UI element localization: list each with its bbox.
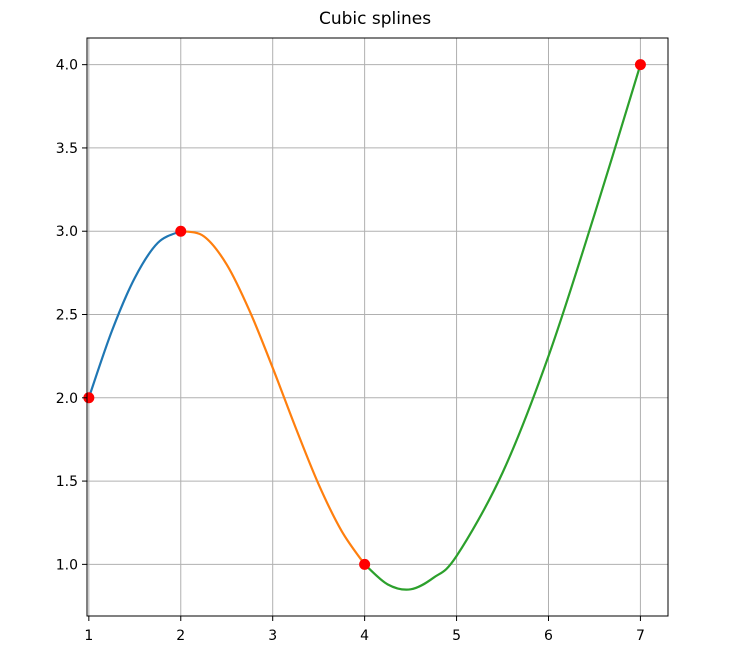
y-tick-label: 3.0 bbox=[56, 224, 78, 240]
x-tick-label: 7 bbox=[636, 628, 645, 644]
y-tick-label: 4.0 bbox=[56, 58, 78, 74]
y-tick-label: 2.5 bbox=[56, 308, 78, 324]
data-point bbox=[175, 225, 187, 237]
x-tick-label: 3 bbox=[268, 628, 277, 644]
y-tick-label: 2.0 bbox=[56, 391, 78, 407]
x-tick-label: 5 bbox=[452, 628, 461, 644]
plot-frame bbox=[86, 37, 669, 617]
x-tick-label: 6 bbox=[544, 628, 553, 644]
data-point bbox=[83, 392, 95, 404]
y-axis-ticks: 1.0 1.5 2.0 2.5 3.0 3.5 4.0 bbox=[56, 58, 87, 573]
y-tick-label: 1.5 bbox=[56, 474, 78, 490]
y-tick-label: 1.0 bbox=[56, 557, 78, 573]
data-point bbox=[359, 558, 371, 570]
series-lines bbox=[87, 63, 642, 591]
data-point bbox=[634, 59, 646, 71]
chart-title: Cubic splines bbox=[319, 9, 431, 29]
spline-segment-1 bbox=[87, 230, 182, 399]
y-tick-label: 3.5 bbox=[56, 141, 78, 157]
spline-segment-2 bbox=[179, 230, 366, 566]
x-tick-label: 4 bbox=[360, 628, 369, 644]
x-tick-label: 2 bbox=[176, 628, 185, 644]
spline-segment-3 bbox=[363, 63, 642, 591]
data-points bbox=[83, 59, 646, 570]
x-tick-label: 1 bbox=[84, 628, 93, 644]
grid-lines bbox=[87, 38, 668, 616]
x-axis-ticks: 1 2 3 4 5 6 7 bbox=[84, 616, 645, 644]
